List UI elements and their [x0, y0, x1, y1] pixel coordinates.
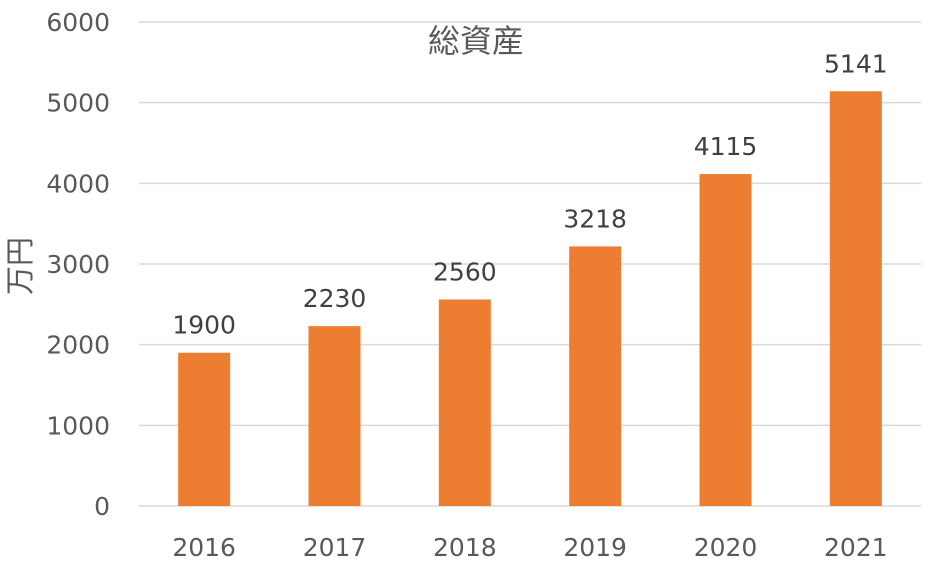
y-tick-label: 1000: [46, 411, 110, 440]
y-tick-label: 4000: [46, 169, 110, 198]
bar-value-label: 5141: [824, 49, 888, 78]
bar: [308, 326, 361, 506]
gridlines: [139, 21, 921, 507]
bar: [699, 174, 752, 506]
data-labels: 1900 2230 2560 3218 4115 5141: [172, 49, 887, 339]
x-axis-ticks: 2016 2017 2018 2019 2020 2021: [172, 533, 887, 562]
bar: [178, 352, 231, 506]
x-tick-label: 2018: [433, 533, 497, 562]
x-tick-label: 2019: [563, 533, 627, 562]
y-tick-label: 6000: [46, 8, 110, 37]
y-tick-label: 0: [94, 492, 110, 521]
bar-value-label: 2560: [433, 257, 497, 286]
bar-value-label: 1900: [172, 311, 236, 340]
x-tick-label: 2020: [694, 533, 758, 562]
x-tick-label: 2017: [303, 533, 367, 562]
y-tick-label: 3000: [46, 250, 110, 279]
bars: [178, 91, 882, 506]
y-axis-ticks: 0 1000 2000 3000 4000 5000 6000: [46, 8, 110, 521]
y-tick-label: 2000: [46, 331, 110, 360]
bar: [829, 91, 882, 506]
x-tick-label: 2021: [824, 533, 888, 562]
x-tick-label: 2016: [172, 533, 236, 562]
y-axis-title: 万円: [3, 237, 37, 295]
y-tick-label: 5000: [46, 89, 110, 118]
bar-value-label: 4115: [694, 132, 758, 161]
bar: [569, 246, 622, 506]
bar: [438, 299, 491, 506]
chart-title: 総資産: [428, 22, 524, 60]
bar-value-label: 3218: [563, 204, 627, 233]
bar-value-label: 2230: [303, 284, 367, 313]
